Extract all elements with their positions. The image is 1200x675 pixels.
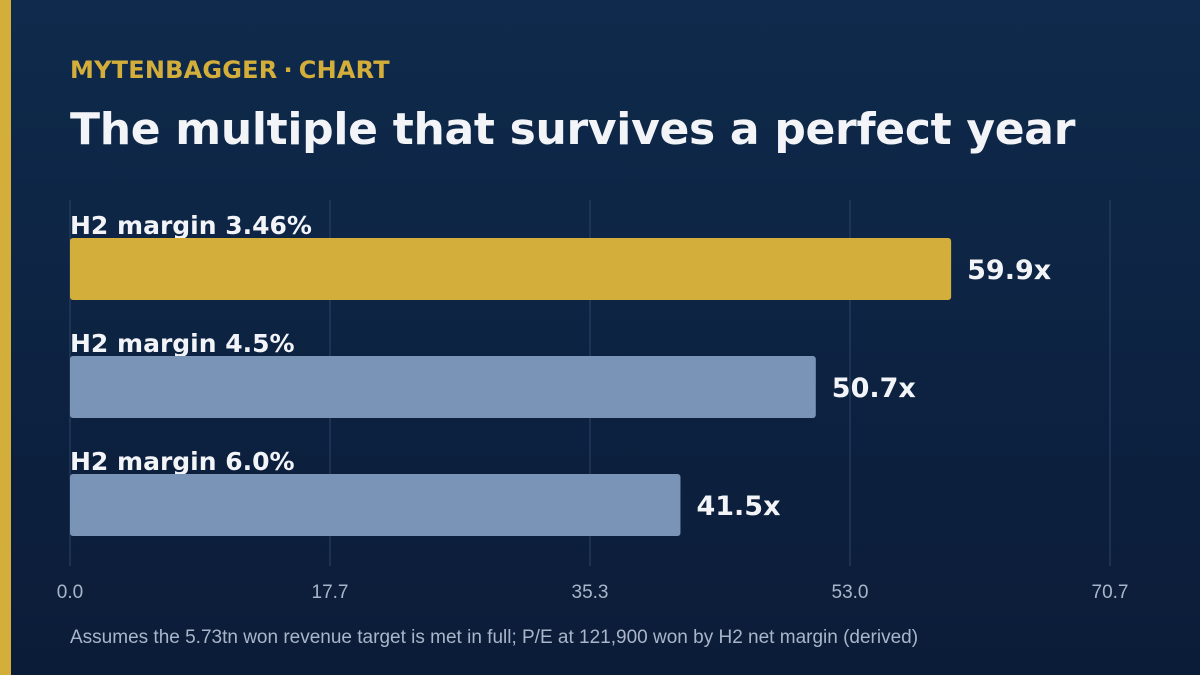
value-label: 41.5x <box>696 491 780 522</box>
chart-footnote: Assumes the 5.73tn won revenue target is… <box>70 627 919 648</box>
value-label: 50.7x <box>832 373 916 404</box>
accent-strip <box>0 0 11 675</box>
chart-title: The multiple that survives a perfect yea… <box>70 104 1076 155</box>
x-tick-label: 53.0 <box>832 582 869 603</box>
value-label: 59.9x <box>967 255 1051 286</box>
brand-separator: · <box>283 56 293 84</box>
brand-label: MYTENBAGGER · CHART <box>70 56 390 84</box>
category-label: H2 margin 6.0% <box>70 447 295 476</box>
category-label: H2 margin 4.5% <box>70 329 295 358</box>
brand-name: MYTENBAGGER <box>70 56 278 84</box>
x-tick-label: 0.0 <box>57 582 83 603</box>
brand-section: CHART <box>298 56 390 84</box>
x-tick-label: 35.3 <box>572 582 609 603</box>
category-label: H2 margin 3.46% <box>70 211 312 240</box>
bar <box>70 238 952 300</box>
x-tick-label: 70.7 <box>1092 582 1129 603</box>
x-tick-label: 17.7 <box>312 582 349 603</box>
bar <box>70 356 816 418</box>
bar <box>70 474 681 536</box>
